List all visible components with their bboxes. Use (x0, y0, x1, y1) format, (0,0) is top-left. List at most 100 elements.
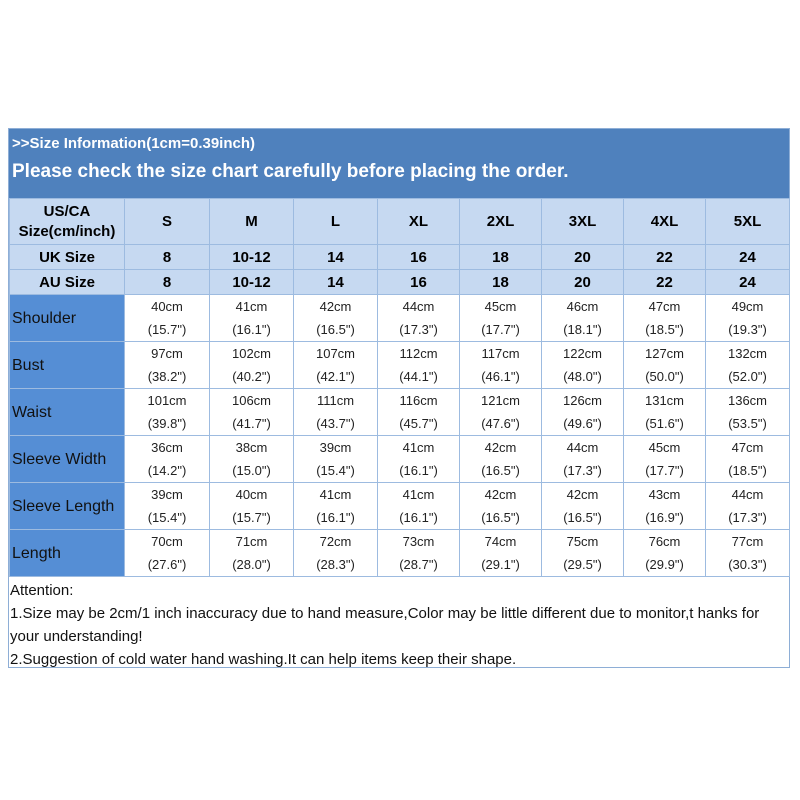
measurement-cell: 132cm (52.0") (705, 341, 790, 389)
cm-value: 46cm (566, 299, 599, 314)
inch-value: (49.6") (563, 416, 602, 431)
cm-value: 117cm (481, 346, 520, 361)
uk-size-row: UK Size 8 10-12 14 16 18 20 22 24 (9, 244, 790, 270)
inch-value: (17.7") (481, 322, 520, 337)
inch-value: (51.6") (645, 416, 684, 431)
measurement-cell: 71cm (28.0") (209, 529, 294, 577)
size-header: L (293, 198, 378, 245)
inch-value: (14.2") (147, 463, 187, 478)
measurement-cell: 49cm (19.3") (705, 294, 790, 342)
banner: >>Size Information(1cm=0.39inch) Please … (9, 129, 789, 198)
uk-size-value: 8 (124, 244, 210, 270)
inch-value: (16.5") (563, 510, 602, 525)
uk-size-value: 22 (623, 244, 706, 270)
inch-value: (48.0") (563, 369, 602, 384)
uk-size-value: 14 (293, 244, 378, 270)
inch-value: (47.6") (481, 416, 520, 431)
inch-value: (28.0") (232, 557, 271, 572)
inch-value: (19.3") (728, 322, 767, 337)
cm-value: 44cm (402, 299, 435, 314)
inch-value: (39.8") (147, 416, 187, 431)
measurement-cell: 117cm (46.1") (459, 341, 542, 389)
size-info-title: >>Size Information(1cm=0.39inch) (12, 135, 255, 152)
inch-value: (18.5") (728, 463, 767, 478)
cm-value: 38cm (235, 440, 268, 455)
cm-value: 127cm (644, 346, 685, 361)
measurement-cell: 75cm (29.5") (541, 529, 624, 577)
au-size-value: 22 (623, 269, 706, 295)
inch-value: (43.7") (316, 416, 355, 431)
cm-value: 42cm (484, 440, 517, 455)
cm-value: 41cm (319, 487, 352, 502)
measurement-cell: 41cm (16.1") (209, 294, 294, 342)
measurement-cell: 102cm (40.2") (209, 341, 294, 389)
cm-value: 111cm (316, 393, 355, 408)
inch-value: (16.1") (399, 463, 438, 478)
cm-value: 75cm (566, 534, 599, 549)
cm-value: 132cm (727, 346, 768, 361)
measurement-cell: 77cm (30.3") (705, 529, 790, 577)
cm-value: 41cm (402, 487, 435, 502)
inch-value: (53.5") (728, 416, 767, 431)
measurement-cell: 42cm (16.5") (293, 294, 378, 342)
inch-value: (28.3") (316, 557, 355, 572)
cm-value: 39cm (151, 487, 183, 502)
inch-value: (15.7") (232, 510, 271, 525)
measurement-cell: 40cm (15.7") (124, 294, 210, 342)
measurement-cell: 44cm (17.3") (541, 435, 624, 483)
measurement-cell: 44cm (17.3") (377, 294, 460, 342)
measurement-cell: 72cm (28.3") (293, 529, 378, 577)
au-size-value: 20 (541, 269, 624, 295)
inch-value: (15.4") (147, 510, 187, 525)
inch-value: (29.1") (481, 557, 520, 572)
inch-value: (16.5") (481, 510, 520, 525)
measurement-cell: 42cm (16.5") (459, 435, 542, 483)
inch-value: (50.0") (645, 369, 684, 384)
cm-value: 106cm (231, 393, 272, 408)
measurement-row: Length 70cm (27.6") 71cm (28.0") 72cm (28.3") 7… (9, 529, 790, 577)
au-size-label: AU Size (9, 269, 125, 295)
cm-value: 97cm (151, 346, 183, 361)
cm-value: 126cm (562, 393, 603, 408)
inch-value: (52.0") (728, 369, 767, 384)
measurement-cell: 43cm (16.9") (623, 482, 706, 530)
inch-value: (42.1") (316, 369, 355, 384)
inch-value: (16.1") (316, 510, 355, 525)
measurement-cell: 39cm (15.4") (293, 435, 378, 483)
measurement-cell: 126cm (49.6") (541, 388, 624, 436)
cm-value: 45cm (484, 299, 517, 314)
au-size-value: 10-12 (209, 269, 294, 295)
measurement-cell: 38cm (15.0") (209, 435, 294, 483)
size-header: 2XL (459, 198, 542, 245)
uk-size-value: 18 (459, 244, 542, 270)
cm-value: 41cm (235, 299, 268, 314)
measurement-cell: 45cm (17.7") (623, 435, 706, 483)
measurement-cell: 136cm (53.5") (705, 388, 790, 436)
cm-value: 39cm (319, 440, 352, 455)
au-size-value: 24 (705, 269, 790, 295)
measurement-cell: 42cm (16.5") (459, 482, 542, 530)
uk-size-value: 16 (377, 244, 460, 270)
inch-value: (16.5") (316, 322, 355, 337)
inch-value: (28.7") (399, 557, 438, 572)
inch-value: (16.9") (645, 510, 684, 525)
measurement-cell: 40cm (15.7") (209, 482, 294, 530)
cm-value: 122cm (562, 346, 603, 361)
inch-value: (16.5") (481, 463, 520, 478)
cm-value: 36cm (151, 440, 183, 455)
measurement-label: Length (9, 529, 125, 577)
measurement-cell: 121cm (47.6") (459, 388, 542, 436)
measurement-cell: 41cm (16.1") (377, 435, 460, 483)
inch-value: (44.1") (399, 369, 438, 384)
measurement-row: Shoulder 40cm (15.7") 41cm (16.1") 42cm (16.5"… (9, 294, 790, 342)
uk-size-label: UK Size (9, 244, 125, 270)
measurement-row: Bust 97cm (38.2") 102cm (40.2") 107cm (42.1") 1… (9, 341, 790, 389)
measurement-cell: 47cm (18.5") (705, 435, 790, 483)
cm-value: 73cm (402, 534, 435, 549)
measurement-cell: 127cm (50.0") (623, 341, 706, 389)
au-size-value: 8 (124, 269, 210, 295)
measurement-cell: 36cm (14.2") (124, 435, 210, 483)
inch-value: (16.1") (399, 510, 438, 525)
measurement-cell: 39cm (15.4") (124, 482, 210, 530)
attention-notes: Attention: 1.Size may be 2cm/1 inch inac… (9, 577, 789, 671)
